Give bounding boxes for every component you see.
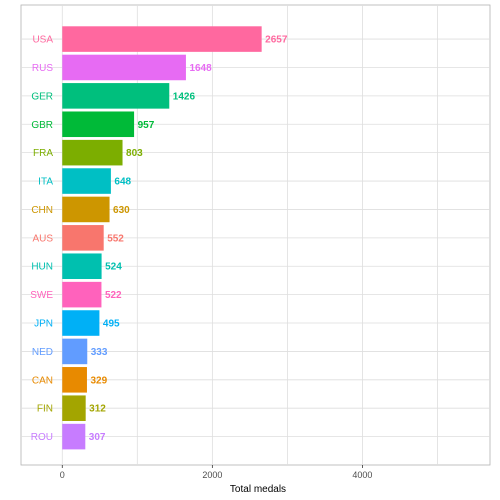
category-label-rou: ROU (31, 432, 53, 443)
category-label-hun: HUN (31, 262, 53, 273)
bar-can (62, 367, 87, 393)
value-label-aus: 552 (107, 233, 124, 244)
category-label-fin: FIN (37, 404, 53, 415)
value-label-gbr: 957 (138, 120, 155, 131)
category-label-ned: NED (32, 347, 53, 358)
x-tick-label: 2000 (202, 470, 222, 480)
category-label-aus: AUS (32, 233, 53, 244)
value-label-rus: 1648 (189, 63, 212, 74)
value-label-chn: 630 (113, 205, 130, 216)
bar-aus (62, 225, 104, 251)
value-label-hun: 524 (105, 262, 122, 273)
value-label-ita: 648 (114, 177, 131, 188)
bar-usa (62, 26, 262, 52)
bar-gbr (62, 111, 135, 138)
category-label-fra: FRA (33, 148, 53, 159)
value-label-fin: 312 (89, 404, 106, 415)
bar-fin (62, 395, 86, 421)
bar-rou (62, 423, 86, 450)
bar-hun (62, 253, 102, 280)
value-labels: 2657 1648 1426 957 803 648 630 552 524 522 495 333 3… (89, 35, 288, 444)
category-label-rus: RUS (32, 63, 53, 74)
category-label-ger: GER (31, 91, 53, 102)
category-label-jpn: JPN (34, 319, 53, 330)
category-label-usa: USA (32, 35, 53, 46)
x-tick-label: 4000 (352, 470, 372, 480)
bar-swe (62, 281, 102, 308)
value-label-ned: 333 (91, 347, 108, 358)
bars (62, 26, 262, 450)
value-label-fra: 803 (126, 148, 143, 159)
bar-fra (62, 139, 123, 166)
x-axis-title: Total medals (230, 484, 286, 495)
x-tick-label: 0 (60, 470, 65, 480)
category-label-can: CAN (32, 375, 53, 386)
category-label-gbr: GBR (31, 120, 53, 131)
x-axis-ticks: 0 2000 4000 (60, 465, 372, 480)
bar-ger (62, 83, 170, 109)
category-labels: USA RUS GER GBR FRA ITA CHN AUS HUN SWE JPN NED CAN F… (30, 35, 53, 444)
value-label-jpn: 495 (103, 319, 120, 330)
bar-chn (62, 196, 110, 223)
bar-ita (62, 168, 111, 194)
value-label-usa: 2657 (265, 35, 288, 46)
category-label-ita: ITA (38, 177, 53, 188)
category-label-swe: SWE (30, 290, 53, 301)
value-label-can: 329 (90, 375, 107, 386)
value-label-swe: 522 (105, 290, 122, 301)
value-label-rou: 307 (89, 432, 106, 443)
value-label-ger: 1426 (173, 91, 196, 102)
category-label-chn: CHN (31, 205, 53, 216)
bar-jpn (62, 310, 100, 336)
bar-rus (62, 54, 186, 81)
bar-ned (62, 338, 88, 365)
